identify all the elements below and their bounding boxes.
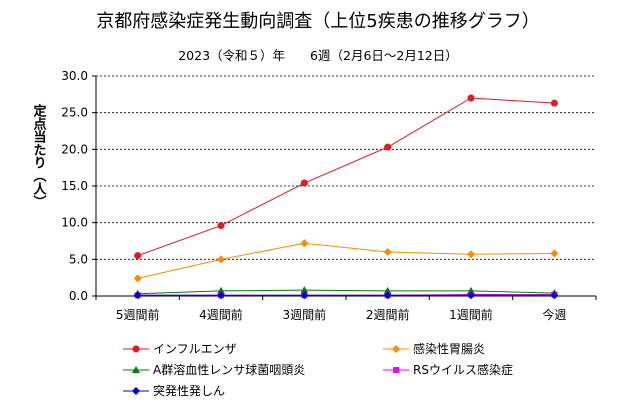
data-point — [550, 99, 558, 107]
y-tick-label: 5.0 — [69, 252, 88, 266]
x-tick-labels: 5週間前 4週間前 3週間前 2週間前 1週間前 今週 — [116, 307, 566, 322]
legend-label: RSウイルス感染症 — [413, 362, 513, 377]
data-point — [134, 252, 142, 260]
legend-marker — [393, 367, 399, 373]
data-point — [300, 286, 309, 294]
y-axis-label: 定点当たり（人） — [31, 103, 48, 208]
series-group — [133, 94, 559, 300]
x-tick-label: 3週間前 — [283, 307, 327, 322]
data-point — [217, 291, 225, 300]
y-tick-label: 0.0 — [69, 289, 88, 303]
y-tick-labels: 0.0 5.0 10.0 15.0 20.0 25.0 30.0 — [61, 69, 88, 303]
chart-title: 京都府感染症発生動向調査（上位5疾患の推移グラフ） — [96, 11, 539, 32]
data-point — [300, 291, 309, 300]
axes — [92, 75, 597, 300]
chart-subtitle: 2023（令和５）年 6週（2月6日～2月12日） — [178, 48, 458, 63]
y-tick-label: 25.0 — [61, 106, 88, 120]
legend-item: インフルエンザ — [123, 342, 237, 356]
legend-label: 突発性発しん — [153, 383, 225, 398]
y-tick-label: 20.0 — [61, 142, 88, 156]
legend-marker — [132, 366, 140, 373]
data-point — [383, 248, 392, 256]
series-line — [137, 289, 555, 295]
data-point — [217, 222, 225, 230]
data-point — [550, 249, 559, 258]
data-point — [384, 143, 392, 151]
legend-marker — [132, 387, 140, 395]
x-tick-label: 5週間前 — [116, 307, 160, 322]
data-point — [550, 291, 559, 300]
series-1 — [133, 239, 559, 283]
y-tick-label: 10.0 — [61, 216, 88, 230]
legend-item: 感染性胃腸炎 — [383, 341, 485, 356]
y-tick-label: 15.0 — [61, 179, 88, 193]
legend-marker — [392, 345, 400, 353]
legend-label: インフルエンザ — [153, 342, 237, 356]
gridlines — [96, 75, 596, 260]
series-0 — [134, 94, 558, 260]
legend: インフルエンザ 感染性胃腸炎 A群溶血性レンサ球菌咽頭炎 RSウイルス感染症突発性発し… — [123, 341, 513, 398]
data-point — [383, 286, 392, 294]
legend-label: A群溶血性レンサ球菌咽頭炎 — [153, 362, 305, 377]
legend-marker — [132, 345, 140, 353]
x-tick-label: 2週間前 — [366, 307, 410, 322]
data-point — [383, 291, 392, 300]
data-point — [217, 286, 225, 294]
legend-item: RSウイルス感染症 — [383, 362, 513, 377]
x-tick-label: 今週 — [542, 307, 566, 322]
legend-item: A群溶血性レンサ球菌咽頭炎 — [123, 362, 305, 377]
data-point — [467, 94, 475, 102]
data-point — [133, 274, 142, 283]
series-line — [137, 97, 555, 257]
x-tick-label: 1週間前 — [449, 307, 493, 322]
data-point — [217, 255, 225, 264]
data-point — [133, 291, 142, 300]
data-point — [300, 179, 308, 187]
data-point — [300, 239, 309, 248]
series-line — [137, 242, 555, 279]
data-point — [467, 291, 475, 300]
series-4 — [133, 291, 559, 300]
data-point — [467, 250, 475, 259]
legend-item: 突発性発しん — [123, 383, 225, 398]
y-tick-label: 30.0 — [61, 69, 88, 83]
x-tick-label: 4週間前 — [199, 307, 243, 322]
legend-label: 感染性胃腸炎 — [413, 341, 485, 356]
